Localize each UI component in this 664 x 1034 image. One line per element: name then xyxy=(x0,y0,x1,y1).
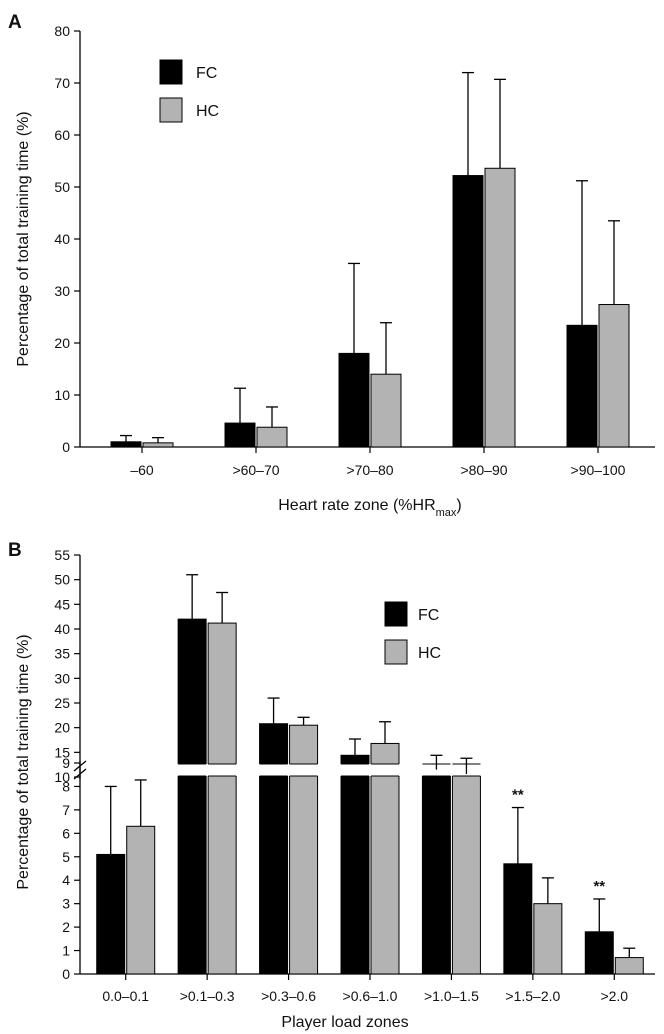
bar-hc xyxy=(370,373,402,448)
legend-swatch-fc xyxy=(384,601,408,627)
bar-fc xyxy=(259,723,289,975)
bar-break-gap xyxy=(288,764,319,776)
bar-break-gap xyxy=(340,764,370,776)
y-tick-label: 7 xyxy=(62,802,70,818)
x-tick-label: >0.1–0.3 xyxy=(180,988,235,1004)
y-tick-label: 20 xyxy=(54,720,70,736)
y-tick-label: 9 xyxy=(62,755,70,771)
x-tick-label: >1.0–1.5 xyxy=(424,988,479,1004)
legend-swatch-hc xyxy=(159,97,183,123)
bar-hc xyxy=(207,622,237,975)
bar-hc xyxy=(256,426,288,448)
significance-marker: ** xyxy=(512,787,524,804)
bar-fc xyxy=(566,324,598,448)
bar-fc xyxy=(421,769,451,975)
x-tick-label: >0.6–1.0 xyxy=(343,988,398,1004)
bar-hc xyxy=(370,742,400,975)
bar-fc xyxy=(452,175,484,448)
x-tick-label: >70–80 xyxy=(346,462,393,478)
y-tick-label: 55 xyxy=(54,547,70,563)
bar-break-gap xyxy=(177,764,208,776)
y-axis-title: Percentage of total training time (%) xyxy=(15,111,32,366)
x-tick-label: –60 xyxy=(130,462,154,478)
bar-fc xyxy=(96,853,126,975)
y-tick-label: 50 xyxy=(54,572,70,588)
bar-hc xyxy=(484,167,516,448)
panel-b-letter: B xyxy=(8,540,22,561)
y-tick-label: 2 xyxy=(62,919,70,935)
bar-hc xyxy=(451,773,481,975)
legend-label-hc: HC xyxy=(196,103,219,120)
legend-label-hc: HC xyxy=(418,645,441,662)
y-tick-label: 35 xyxy=(54,646,70,662)
y-tick-label: 4 xyxy=(62,872,70,888)
bar-break-gap xyxy=(421,764,452,776)
legend-swatch-fc xyxy=(159,59,183,85)
y-tick-label: 20 xyxy=(54,335,70,351)
x-tick-label: >60–70 xyxy=(232,462,279,478)
y-tick-label: 3 xyxy=(62,896,70,912)
bar-hc xyxy=(142,442,174,448)
bar-fc xyxy=(224,422,256,448)
bar-hc xyxy=(614,957,644,975)
y-tick-label: 50 xyxy=(54,179,70,195)
bar-hc xyxy=(533,903,563,975)
bar-fc xyxy=(110,441,142,448)
y-tick-label: 45 xyxy=(54,596,70,612)
y-tick-label: 1 xyxy=(62,943,70,959)
x-tick-label: >0.3–0.6 xyxy=(261,988,316,1004)
y-tick-label: 40 xyxy=(54,621,70,637)
y-tick-label: 30 xyxy=(54,283,70,299)
bar-break-gap xyxy=(207,764,238,776)
bar-fc xyxy=(338,352,370,448)
legend-label-fc: FC xyxy=(418,607,439,624)
y-axis-title: Percentage of total training time (%) xyxy=(15,634,32,889)
bar-hc xyxy=(598,304,630,448)
y-tick-label: 10 xyxy=(54,769,70,785)
panel-a: A 0 10 20 30 40 50 60 70 80 –60 >60–70 >70–80 >80–90 >… xyxy=(8,12,655,519)
y-tick-label: 80 xyxy=(54,23,70,39)
bar-fc xyxy=(340,754,370,975)
y-tick-label: 8 xyxy=(62,778,70,794)
y-tick-label: 0 xyxy=(62,966,70,982)
y-tick-label: 60 xyxy=(54,127,70,143)
y-tick-label: 70 xyxy=(54,75,70,91)
bar-fc xyxy=(503,863,533,975)
bar-fc xyxy=(177,618,207,975)
bar-hc xyxy=(289,724,319,975)
bar-break-gap xyxy=(258,764,289,776)
y-tick-label: 10 xyxy=(54,387,70,403)
y-tick-label: 5 xyxy=(62,849,70,865)
x-axis-title: Player load zones xyxy=(281,1014,408,1031)
x-tick-label: >2.0 xyxy=(600,988,628,1004)
x-tick-label: >80–90 xyxy=(460,462,507,478)
y-tick-label: 40 xyxy=(54,231,70,247)
bar-break-gap xyxy=(370,764,400,776)
y-tick-label: 25 xyxy=(54,695,70,711)
x-axis-title: Heart rate zone (%HRmax) xyxy=(278,497,462,519)
x-tick-label: >90–100 xyxy=(571,462,626,478)
y-tick-label: 6 xyxy=(62,825,70,841)
significance-marker: ** xyxy=(593,878,605,895)
legend-swatch-hc xyxy=(384,639,408,665)
y-tick-label: 15 xyxy=(54,744,70,760)
y-tick-label: 30 xyxy=(54,670,70,686)
y-tick-label: 0 xyxy=(62,439,70,455)
x-tick-label: 0.0–0.1 xyxy=(102,988,149,1004)
legend-label-fc: FC xyxy=(196,65,217,82)
panel-a-letter: A xyxy=(8,12,22,33)
axis-break-mark xyxy=(73,760,87,772)
bar-fc xyxy=(584,931,614,975)
x-tick-label: >1.5–2.0 xyxy=(505,988,560,1004)
bar-hc xyxy=(126,825,156,975)
